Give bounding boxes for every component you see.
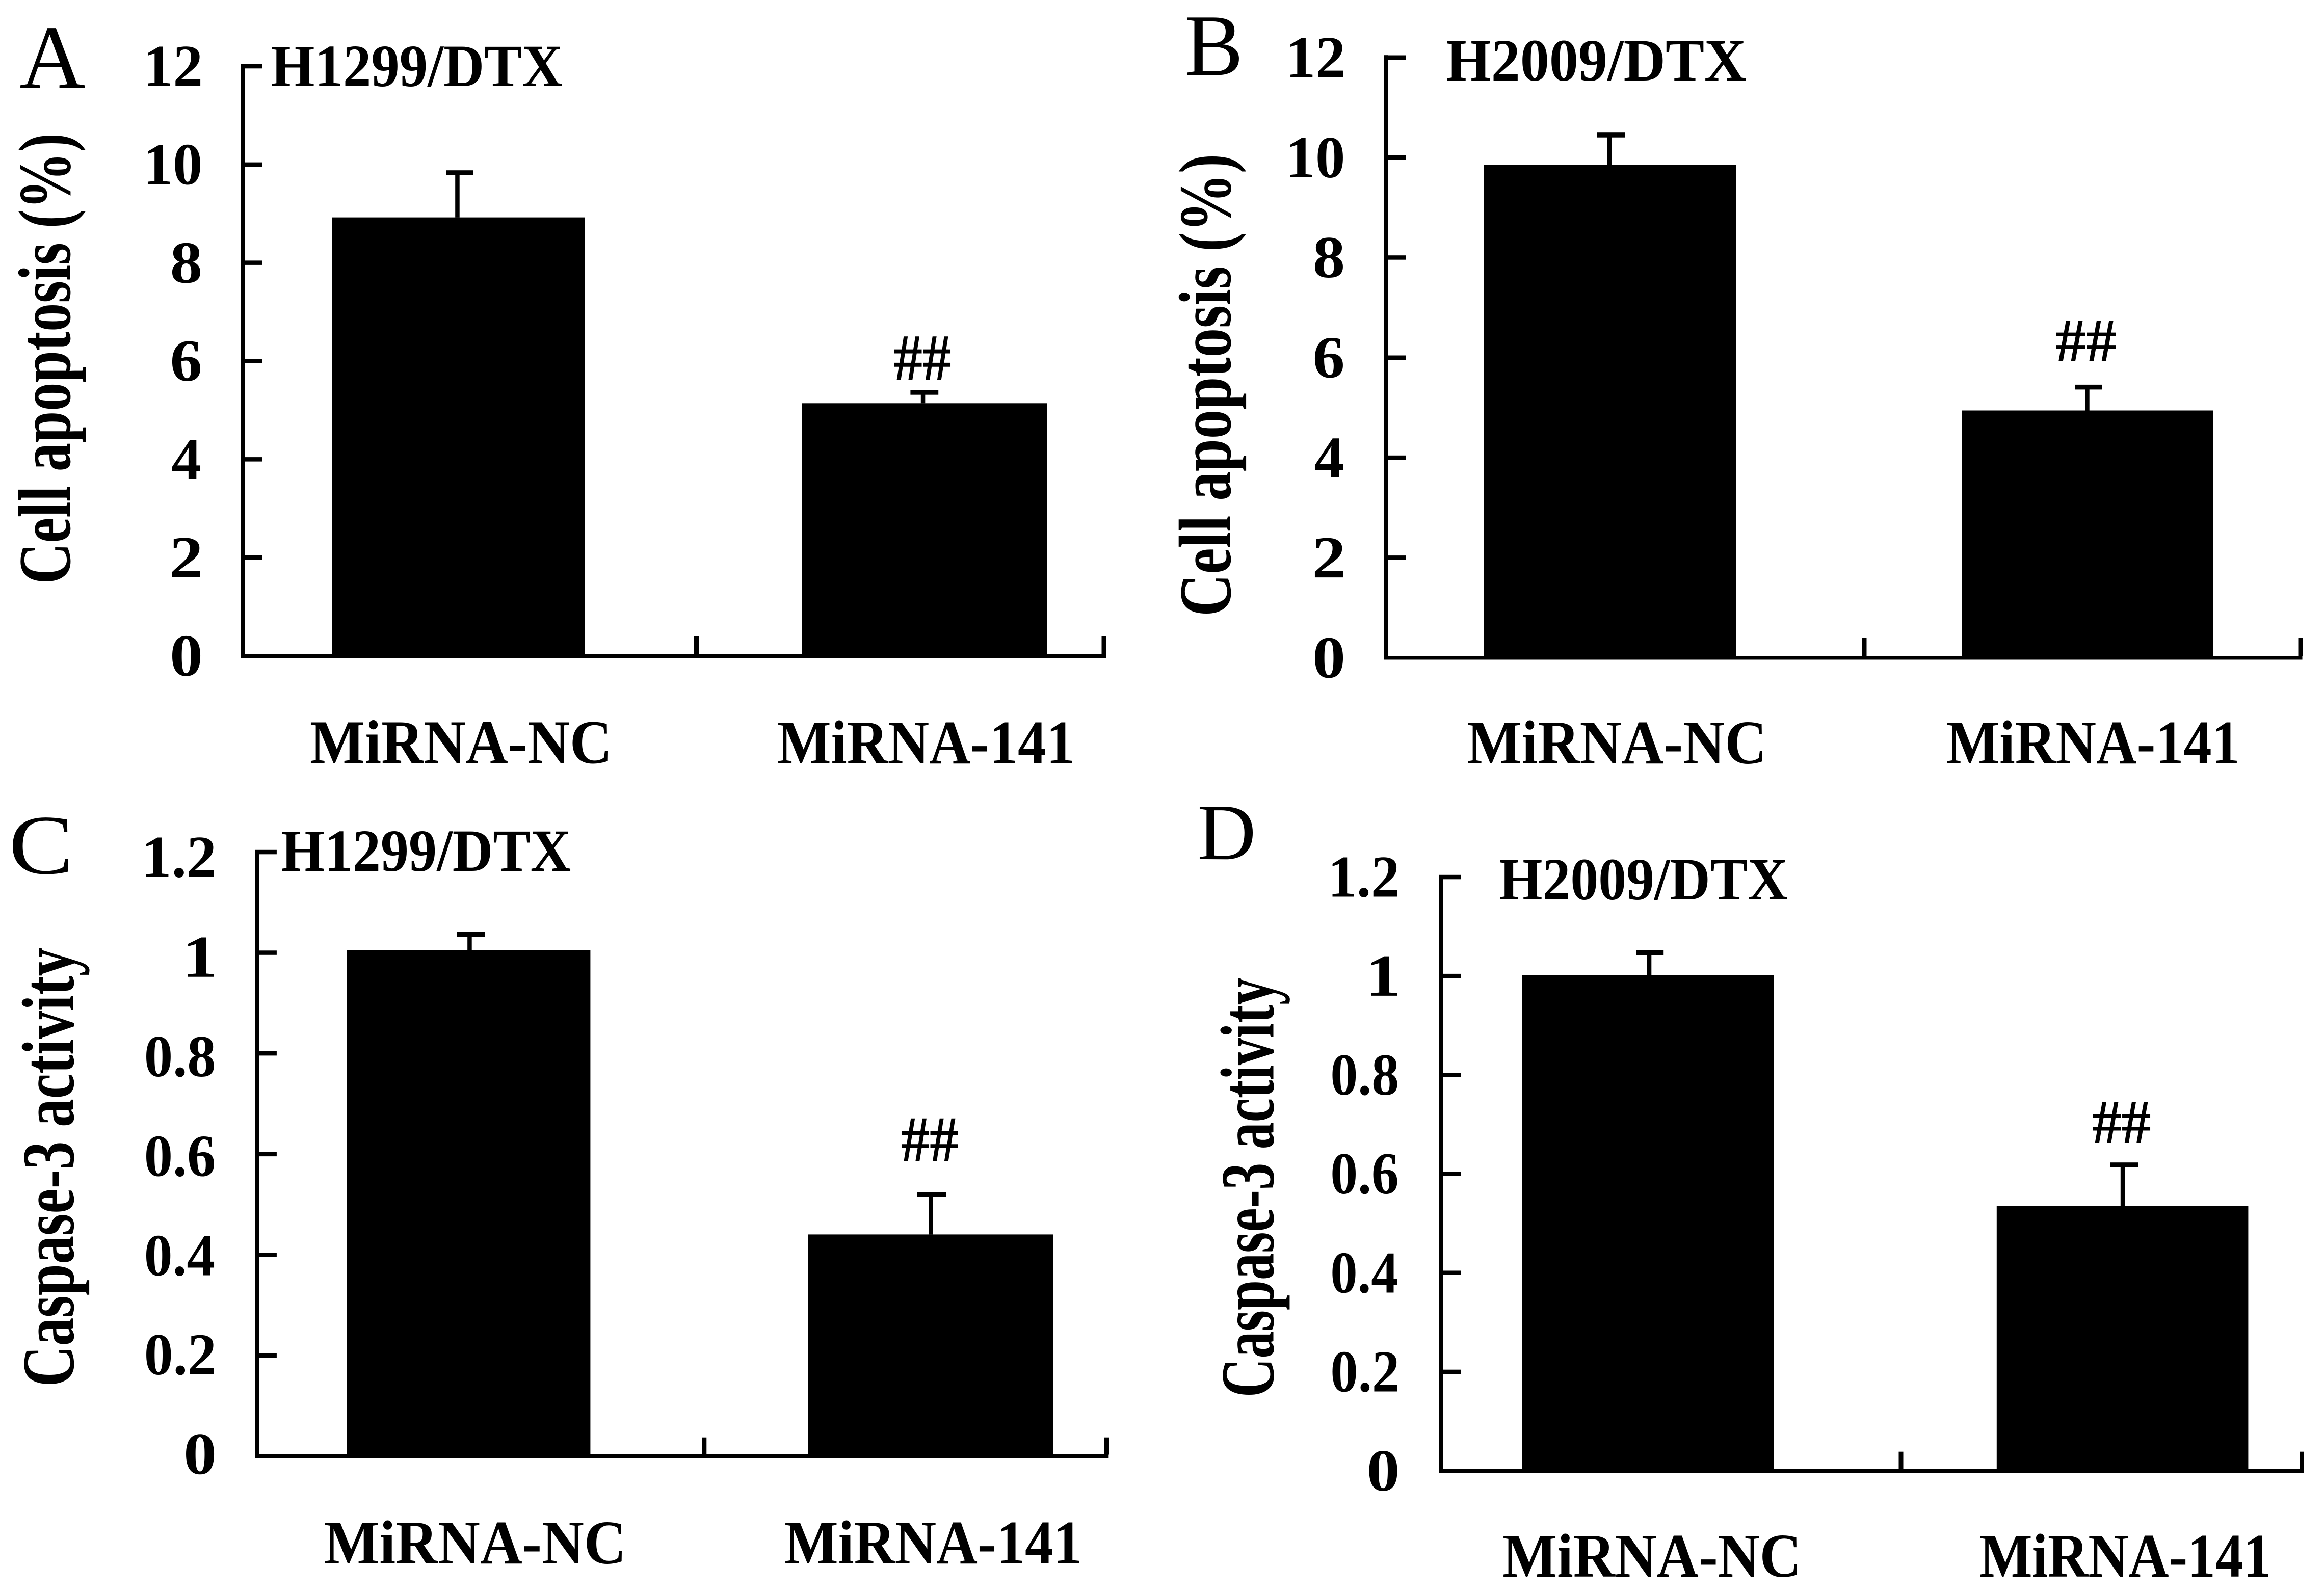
svg-text:0.6: 0.6 [1330,1141,1398,1207]
svg-text:##: ## [901,1103,959,1176]
svg-text:Cell apoptosis (%): Cell apoptosis (%) [1164,154,1247,617]
svg-text:##: ## [2092,1088,2151,1157]
svg-text:8: 8 [1313,225,1345,290]
svg-text:0.2: 0.2 [144,1322,217,1388]
svg-text:0.8: 0.8 [1330,1042,1399,1108]
svg-text:1: 1 [1365,943,1401,1009]
svg-text:##: ## [2055,306,2117,375]
svg-text:1.2: 1.2 [1328,844,1400,910]
svg-text:Cell apoptosis (%): Cell apoptosis (%) [4,133,86,584]
svg-text:2: 2 [169,525,203,591]
svg-text:A: A [19,8,85,108]
svg-text:H2009/DTX: H2009/DTX [1446,27,1746,94]
svg-text:0.8: 0.8 [144,1024,216,1090]
svg-text:MiRNA-NC: MiRNA-NC [310,708,612,777]
svg-text:MiRNA-141: MiRNA-141 [1979,1522,2272,1590]
svg-text:B: B [1184,0,1243,94]
svg-text:0: 0 [1367,1438,1400,1504]
svg-text:0.4: 0.4 [1330,1240,1398,1306]
svg-text:0.6: 0.6 [144,1123,216,1189]
svg-text:D: D [1197,788,1256,877]
svg-text:MiRNA-141: MiRNA-141 [1946,708,2240,777]
svg-text:0.2: 0.2 [1330,1339,1399,1405]
svg-text:MiRNA-141: MiRNA-141 [784,1508,1082,1577]
svg-text:12: 12 [1286,25,1346,91]
svg-text:MiRNA-NC: MiRNA-NC [324,1508,626,1577]
svg-text:0: 0 [170,623,203,689]
svg-text:10: 10 [143,132,203,198]
svg-text:4: 4 [1314,425,1344,491]
svg-text:C: C [9,798,73,892]
svg-text:Caspase-3 activity: Caspase-3 activity [1206,978,1290,1397]
svg-text:0: 0 [1312,625,1345,691]
svg-text:2: 2 [1312,525,1345,591]
svg-text:H1299/DTX: H1299/DTX [271,33,563,99]
svg-text:6: 6 [170,328,202,394]
svg-text:10: 10 [1286,125,1345,191]
svg-text:12: 12 [143,34,203,99]
svg-text:0: 0 [183,1421,217,1487]
svg-text:MiRNA-NC: MiRNA-NC [1502,1522,1802,1590]
svg-text:H2009/DTX: H2009/DTX [1499,846,1788,913]
svg-text:H1299/DTX: H1299/DTX [281,817,571,884]
svg-text:1: 1 [182,924,218,990]
svg-text:0.4: 0.4 [144,1223,215,1288]
svg-text:MiRNA-141: MiRNA-141 [777,708,1075,777]
svg-text:6: 6 [1313,325,1345,391]
svg-text:8: 8 [170,230,202,296]
svg-text:1.2: 1.2 [142,825,217,890]
svg-text:MiRNA-NC: MiRNA-NC [1467,708,1767,777]
svg-text:Caspase-3 activity: Caspase-3 activity [7,948,90,1387]
svg-text:##: ## [894,321,952,395]
svg-text:4: 4 [171,427,201,492]
